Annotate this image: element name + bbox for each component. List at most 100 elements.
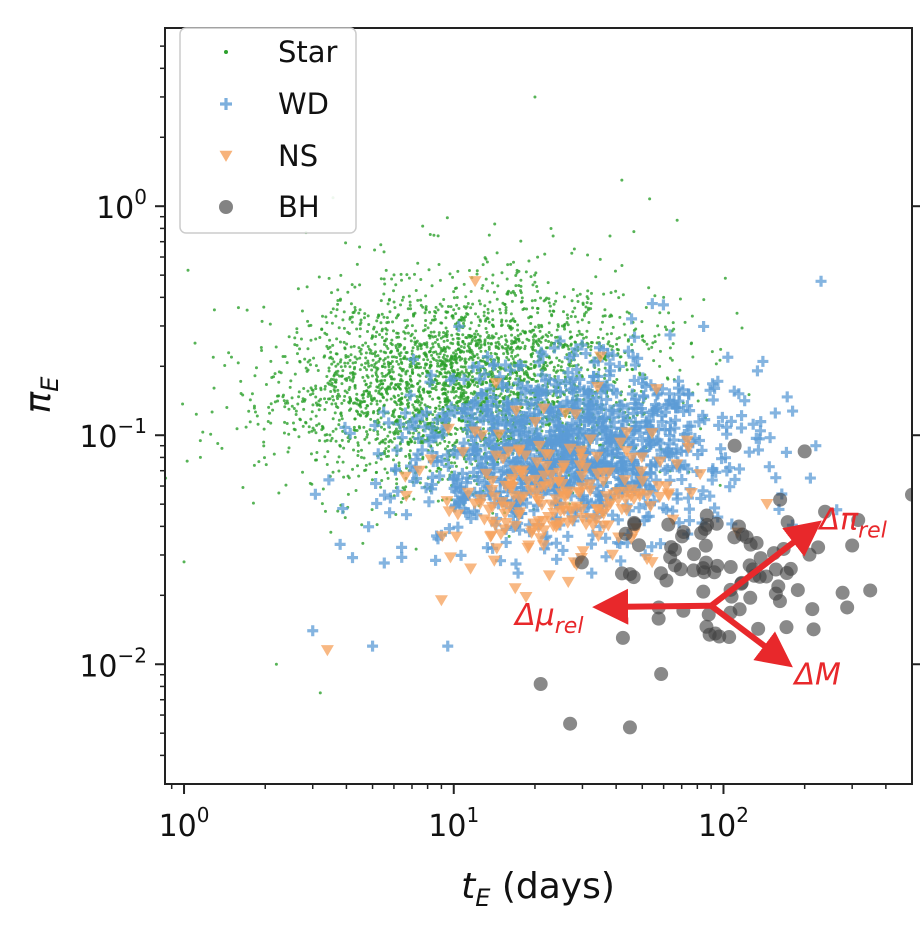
star-point: [333, 411, 337, 415]
star-point: [375, 402, 379, 406]
star-point: [457, 395, 461, 399]
star-point: [380, 312, 384, 316]
star-point: [368, 428, 372, 432]
star-point: [438, 352, 442, 356]
star-point: [571, 310, 575, 314]
star-point: [535, 285, 539, 289]
star-point: [251, 501, 255, 505]
wd-point: [614, 399, 626, 411]
star-point: [382, 362, 386, 366]
wd-point: [719, 452, 731, 464]
star-point: [318, 691, 322, 695]
star-point: [418, 374, 422, 378]
star-point: [367, 323, 371, 327]
star-point: [254, 366, 258, 370]
star-point: [443, 350, 447, 354]
star-point: [561, 310, 565, 314]
star-point: [353, 355, 357, 359]
star-point: [630, 367, 634, 371]
ns-point: [584, 513, 598, 525]
star-point: [377, 420, 381, 424]
star-point: [411, 312, 415, 316]
wd-point: [396, 541, 408, 553]
wd-point: [434, 470, 446, 482]
star-point: [403, 319, 407, 323]
star-point: [320, 328, 324, 332]
star-point: [334, 402, 338, 406]
star-point: [589, 291, 593, 295]
star-point: [411, 371, 415, 375]
star-point: [366, 395, 370, 399]
wd-point: [309, 488, 321, 500]
star-point: [372, 325, 376, 329]
star-point: [414, 288, 418, 292]
star-point: [377, 313, 381, 317]
ns-point: [599, 491, 613, 503]
star-point: [335, 394, 339, 398]
ns-point: [537, 470, 551, 482]
star-point: [337, 374, 341, 378]
star-point: [363, 365, 367, 369]
star-point: [314, 337, 318, 341]
bh-point: [712, 629, 727, 644]
star-point: [303, 357, 307, 361]
star-point: [356, 441, 360, 445]
star-point: [274, 662, 278, 666]
star-point: [555, 291, 559, 295]
star-point: [416, 298, 420, 302]
star-point: [614, 289, 618, 293]
star-point: [277, 491, 281, 495]
star-point: [474, 339, 478, 343]
bh-point: [727, 530, 742, 545]
star-point: [479, 343, 483, 347]
star-point: [342, 446, 346, 450]
bh-point: [707, 565, 722, 580]
star-point: [431, 342, 435, 346]
star-point: [565, 313, 569, 317]
star-point: [483, 338, 487, 342]
star-point: [377, 359, 381, 363]
star-point: [426, 326, 430, 330]
star-point: [578, 332, 582, 336]
ns-point: [521, 476, 535, 488]
star-point: [385, 471, 389, 475]
star-point: [360, 523, 364, 527]
star-point: [534, 334, 538, 338]
star-point: [435, 338, 439, 342]
star-point: [431, 345, 435, 349]
star-point: [329, 377, 333, 381]
star-point: [366, 359, 370, 363]
star-point: [341, 318, 345, 322]
y-tick-label: 100: [96, 185, 147, 226]
wd-point: [709, 502, 721, 514]
star-point: [326, 381, 330, 385]
star-point: [501, 301, 505, 305]
star-point: [719, 347, 723, 351]
star-point: [653, 340, 657, 344]
star-point: [328, 338, 332, 342]
star-point: [412, 497, 416, 501]
star-point: [526, 373, 530, 377]
star-point: [390, 367, 394, 371]
star-point: [362, 456, 366, 460]
star-point: [425, 345, 429, 349]
star-point: [358, 245, 362, 249]
star-point: [302, 407, 306, 411]
star-point: [653, 334, 657, 338]
wd-point: [721, 465, 733, 477]
star-point: [585, 329, 589, 333]
star-point: [398, 387, 402, 391]
ns-point: [461, 487, 475, 499]
star-point: [521, 329, 525, 333]
star-point: [518, 375, 522, 379]
star-point: [444, 363, 448, 367]
wd-point: [525, 384, 537, 396]
star-point: [305, 285, 309, 289]
star-point: [567, 362, 571, 366]
star-point: [489, 358, 493, 362]
wd-point: [484, 434, 496, 446]
wd-point: [707, 465, 719, 477]
star-point: [358, 334, 362, 338]
wd-point: [757, 355, 769, 367]
wd-point: [413, 433, 425, 445]
